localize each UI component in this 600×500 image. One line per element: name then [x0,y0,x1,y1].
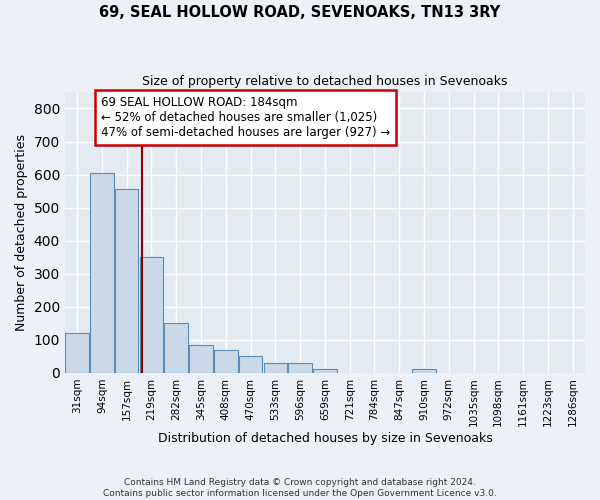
Bar [164,324,188,373]
Text: 69, SEAL HOLLOW ROAD, SEVENOAKS, TN13 3RY: 69, SEAL HOLLOW ROAD, SEVENOAKS, TN13 3R… [100,5,500,20]
Text: Contains HM Land Registry data © Crown copyright and database right 2024.
Contai: Contains HM Land Registry data © Crown c… [103,478,497,498]
Bar [65,333,89,373]
Text: 69 SEAL HOLLOW ROAD: 184sqm
← 52% of detached houses are smaller (1,025)
47% of : 69 SEAL HOLLOW ROAD: 184sqm ← 52% of det… [101,96,391,139]
Bar [189,344,213,373]
Title: Size of property relative to detached houses in Sevenoaks: Size of property relative to detached ho… [142,75,508,88]
Bar [115,190,139,373]
Bar [239,356,262,373]
Bar [263,363,287,373]
Y-axis label: Number of detached properties: Number of detached properties [15,134,28,331]
Bar [289,363,312,373]
Bar [90,173,114,373]
Bar [214,350,238,373]
Bar [412,369,436,373]
Bar [313,369,337,373]
X-axis label: Distribution of detached houses by size in Sevenoaks: Distribution of detached houses by size … [158,432,492,445]
Bar [140,257,163,373]
